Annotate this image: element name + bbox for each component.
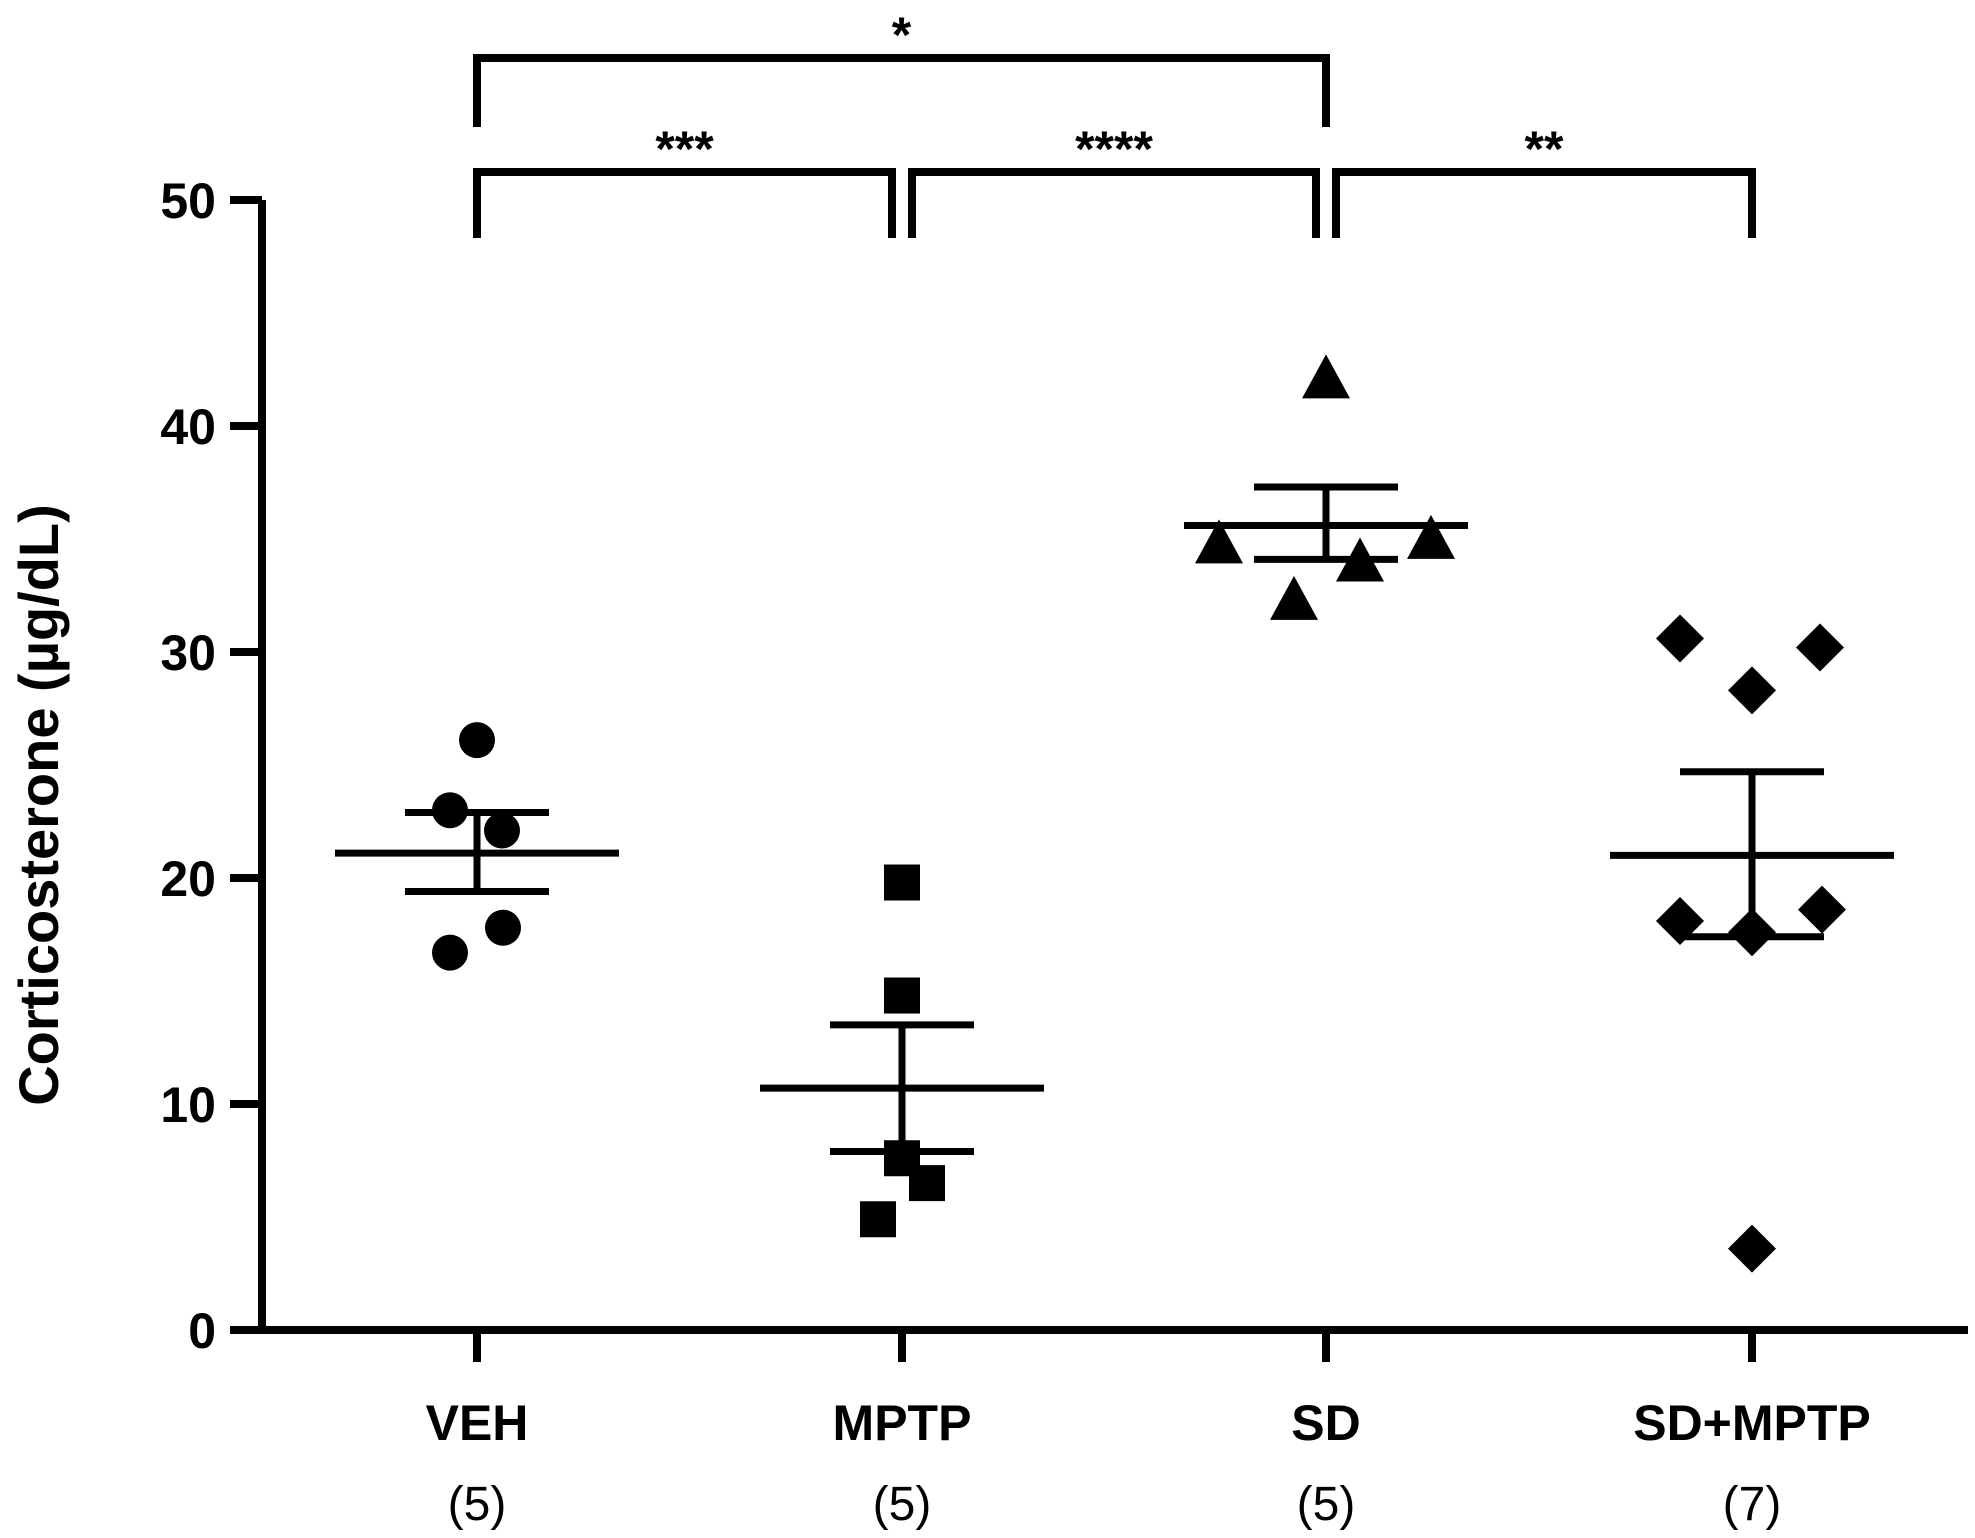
y-tick-label: 40 xyxy=(160,399,216,455)
data-point-circle xyxy=(432,934,468,971)
data-point-diamond xyxy=(1798,885,1846,934)
data-point-diamond xyxy=(1728,666,1776,715)
y-tick-label: 20 xyxy=(160,851,216,907)
y-tick-label: 30 xyxy=(160,625,216,681)
data-point-square xyxy=(909,1165,945,1202)
y-tick-label: 10 xyxy=(160,1077,216,1133)
y-tick-label: 50 xyxy=(160,173,216,229)
data-point-triangle xyxy=(1407,514,1455,559)
significance-label: *** xyxy=(655,121,714,177)
sample-size-label: (5) xyxy=(1297,1478,1356,1531)
data-point-triangle xyxy=(1270,575,1318,620)
significance-bracket xyxy=(473,168,896,238)
data-point-diamond xyxy=(1656,896,1704,945)
mean-sem-bars xyxy=(335,483,1894,1155)
sample-size-label: (5) xyxy=(448,1478,507,1531)
data-point-diamond xyxy=(1796,623,1844,672)
significance-bracket xyxy=(908,168,1320,238)
category-label: SD+MPTP xyxy=(1633,1395,1871,1451)
significance-bracket xyxy=(1332,168,1756,238)
significance-label: **** xyxy=(1075,121,1153,177)
data-point-circle xyxy=(484,812,520,849)
sample-size-label: (5) xyxy=(873,1478,932,1531)
data-point-square xyxy=(884,977,920,1014)
axes xyxy=(230,196,1968,1362)
data-point-diamond xyxy=(1728,1224,1776,1273)
data-points xyxy=(432,354,1846,1273)
data-point-square xyxy=(860,1201,896,1238)
data-point-triangle xyxy=(1195,519,1243,564)
significance-label: ** xyxy=(1525,121,1564,177)
significance-brackets: *** **** *** xyxy=(473,7,1756,238)
y-tick-label: 0 xyxy=(188,1303,216,1359)
significance-bracket xyxy=(473,54,1330,127)
category-label: MPTP xyxy=(833,1395,972,1451)
data-point-circle xyxy=(485,909,521,946)
y-axis-label: Corticosterone (µg/dL) xyxy=(7,504,70,1106)
data-point-triangle xyxy=(1302,354,1350,399)
data-point-square xyxy=(884,864,920,901)
significance-label: * xyxy=(892,7,912,63)
category-label: VEH xyxy=(426,1395,529,1451)
axis-labels: 0 10 20 30 40 50 Corticosterone (µg/dL) VEH (5) M… xyxy=(7,173,1871,1531)
category-label: SD xyxy=(1291,1395,1360,1451)
data-point-circle xyxy=(459,722,495,759)
sample-size-label: (7) xyxy=(1723,1478,1782,1531)
data-point-diamond xyxy=(1656,614,1704,663)
